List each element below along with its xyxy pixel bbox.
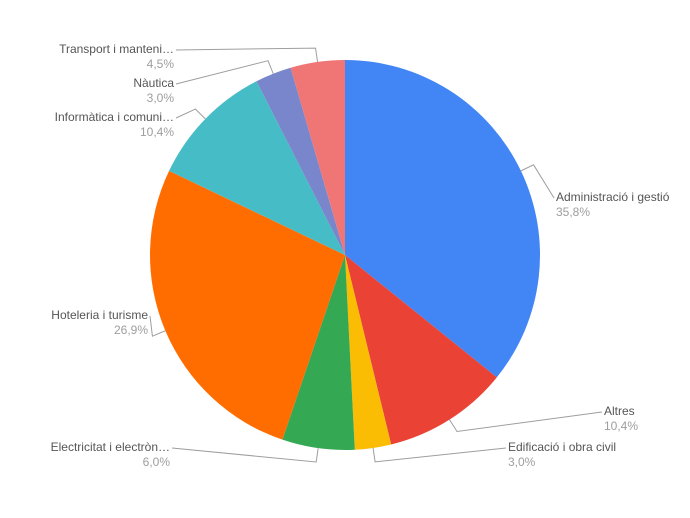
leader-line-transport bbox=[176, 48, 318, 62]
slice-label-percent: 3,0% bbox=[133, 91, 174, 106]
slice-label-name: Hoteleria i turisme bbox=[51, 308, 148, 323]
slice-label-percent: 35,8% bbox=[556, 205, 669, 220]
slice-label-percent: 4,5% bbox=[59, 57, 174, 72]
slice-label-percent: 3,0% bbox=[508, 455, 616, 470]
slice-label-edif: Edificació i obra civil3,0% bbox=[508, 440, 616, 470]
pie-chart-container: Administració i gestió35,8%Altres10,4%Ed… bbox=[0, 0, 690, 518]
slice-label-name: Administració i gestió bbox=[556, 190, 669, 205]
slice-label-name: Edificació i obra civil bbox=[508, 440, 616, 455]
leader-line-info bbox=[176, 109, 205, 119]
slice-label-nautica: Nàutica3,0% bbox=[133, 76, 174, 106]
leader-line-altres bbox=[449, 412, 602, 431]
slice-label-admin: Administració i gestió35,8% bbox=[556, 190, 669, 220]
slice-label-info: Informàtica i comuni…10,4% bbox=[55, 110, 174, 140]
slice-label-name: Nàutica bbox=[133, 76, 174, 91]
slice-label-name: Electricitat i electròn… bbox=[51, 440, 170, 455]
slice-label-percent: 26,9% bbox=[51, 323, 148, 338]
slice-label-name: Altres bbox=[604, 404, 638, 419]
slice-label-percent: 10,4% bbox=[55, 125, 174, 140]
slice-label-hotel: Hoteleria i turisme26,9% bbox=[51, 308, 148, 338]
leader-line-edif bbox=[373, 448, 506, 462]
slice-label-elec: Electricitat i electròn…6,0% bbox=[51, 440, 170, 470]
slice-label-name: Informàtica i comuni… bbox=[55, 110, 174, 125]
slice-label-transport: Transport i manteni…4,5% bbox=[59, 42, 174, 72]
slice-label-percent: 10,4% bbox=[604, 419, 638, 434]
leader-line-elec bbox=[172, 448, 318, 462]
slice-label-altres: Altres10,4% bbox=[604, 404, 638, 434]
slice-label-name: Transport i manteni… bbox=[59, 42, 174, 57]
slice-label-percent: 6,0% bbox=[51, 455, 170, 470]
